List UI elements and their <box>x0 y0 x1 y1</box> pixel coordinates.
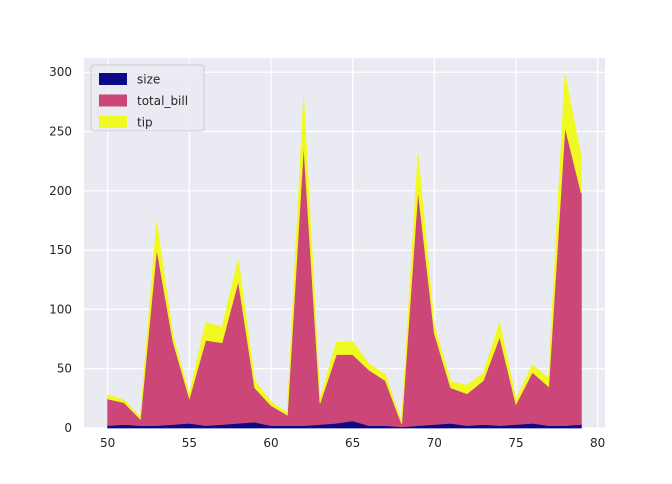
x-tick-label: 65 <box>345 436 360 450</box>
legend-swatch <box>99 94 127 107</box>
y-tick-label: 150 <box>49 243 72 257</box>
legend-label: tip <box>137 116 153 130</box>
tick-labels: 50 55 60 65 70 75 80 0 50 100 150 200 250 300 <box>49 65 605 450</box>
legend-swatch <box>99 73 127 85</box>
y-tick-label: 50 <box>57 362 72 376</box>
x-tick-label: 55 <box>182 436 197 450</box>
y-tick-label: 300 <box>49 65 72 79</box>
legend-label: size <box>137 73 160 87</box>
x-tick-label: 60 <box>263 436 278 450</box>
area-series <box>107 74 582 429</box>
x-tick-label: 50 <box>100 436 115 450</box>
x-tick-label: 75 <box>508 436 523 450</box>
x-tick-label: 80 <box>590 436 605 450</box>
y-tick-label: 0 <box>64 421 72 435</box>
y-tick-label: 250 <box>49 125 72 139</box>
legend-swatch <box>99 116 127 128</box>
area-tip <box>107 74 582 424</box>
y-tick-label: 200 <box>49 184 72 198</box>
x-tick-label: 70 <box>427 436 442 450</box>
y-tick-label: 100 <box>49 302 72 316</box>
legend-label: total_bill <box>137 94 188 108</box>
